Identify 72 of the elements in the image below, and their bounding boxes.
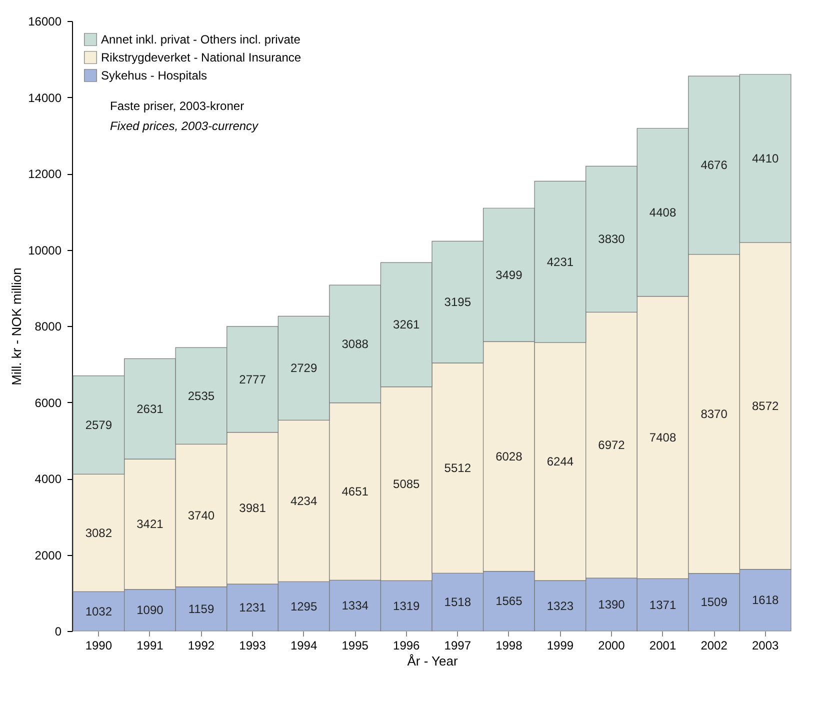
data-label: 1371: [649, 598, 676, 612]
annotation: Faste priser, 2003-kroner: [110, 99, 244, 113]
data-label: 3261: [393, 318, 420, 332]
y-tick-label: 16000: [28, 14, 62, 28]
data-label: 6028: [496, 449, 523, 464]
data-label: 3499: [496, 268, 523, 282]
x-tick-label: 1997: [444, 638, 472, 652]
data-label: 2535: [188, 388, 215, 403]
x-tick-label: 2001: [649, 638, 676, 652]
data-label: 2579: [85, 418, 112, 432]
data-label: 3088: [342, 336, 369, 351]
data-label: 1231: [239, 600, 266, 615]
y-tick-label: 0: [54, 624, 62, 638]
data-label: 8572: [752, 398, 780, 413]
data-label: 3195: [444, 295, 472, 310]
data-label: 1323: [546, 598, 574, 613]
data-label: 2631: [136, 402, 164, 416]
data-label: 4676: [700, 158, 728, 172]
annotation: Fixed prices, 2003-currency: [110, 119, 260, 133]
data-label: 4410: [752, 151, 780, 166]
x-tick-label: 1991: [136, 638, 164, 652]
data-label: 1090: [136, 603, 164, 618]
data-label: 1159: [188, 602, 214, 616]
data-label: 3082: [85, 526, 112, 540]
data-label: 3830: [598, 232, 626, 246]
x-tick-label: 1994: [290, 638, 318, 652]
legend-label: Annet inkl. privat - Others incl. private: [101, 32, 301, 46]
data-label: 1509: [700, 595, 728, 610]
y-tick-label: 2000: [34, 548, 62, 562]
data-label: 5085: [393, 476, 420, 491]
x-tick-label: 1990: [85, 638, 112, 652]
data-label: 2729: [290, 361, 318, 376]
y-tick-label: 10000: [28, 243, 62, 258]
data-label: 1390: [598, 598, 626, 612]
data-label: 1518: [444, 595, 472, 610]
data-label: 4234: [290, 494, 318, 508]
data-label: 1032: [85, 604, 112, 618]
x-tick-label: 1999: [546, 638, 574, 652]
data-label: 1565: [496, 594, 523, 608]
y-tick-label: 4000: [34, 472, 62, 486]
data-label: 3740: [188, 508, 215, 523]
y-tick-label: 14000: [28, 90, 62, 105]
data-label: 4651: [342, 484, 369, 498]
x-tick-label: 2002: [700, 638, 728, 652]
y-tick-label: 8000: [34, 320, 62, 334]
x-tick-label: 2003: [752, 638, 780, 652]
data-label: 1319: [393, 598, 420, 613]
x-tick-label: 1993: [239, 638, 266, 652]
data-label: 4231: [546, 254, 574, 269]
data-label: 7408: [649, 430, 676, 445]
x-tick-label: 1992: [188, 638, 215, 652]
x-tick-label: 1995: [342, 638, 369, 652]
x-tick-label: 2000: [598, 638, 626, 652]
legend-label: Rikstrygdeverket - National Insurance: [101, 50, 302, 64]
data-label: 3421: [136, 517, 164, 532]
y-tick-label: 12000: [28, 167, 62, 181]
data-label: 2777: [239, 372, 266, 386]
legend-label: Sykehus - Hospitals: [101, 68, 208, 82]
x-tick-label: 1996: [393, 638, 420, 652]
data-label: 4408: [649, 205, 676, 220]
x-axis-title: År - Year: [407, 654, 458, 668]
data-label: 3981: [239, 501, 266, 516]
y-tick-label: 6000: [34, 396, 62, 410]
y-axis-title: Mill. kr - NOK million: [9, 268, 24, 386]
data-label: 6972: [598, 438, 626, 452]
data-label: 5512: [444, 461, 472, 476]
data-label: 1295: [290, 599, 318, 614]
data-label: 6244: [546, 454, 574, 469]
x-tick-label: 1998: [496, 638, 523, 652]
data-label: 8370: [700, 406, 728, 421]
data-label: 1334: [342, 598, 369, 613]
data-label: 1618: [752, 593, 780, 608]
